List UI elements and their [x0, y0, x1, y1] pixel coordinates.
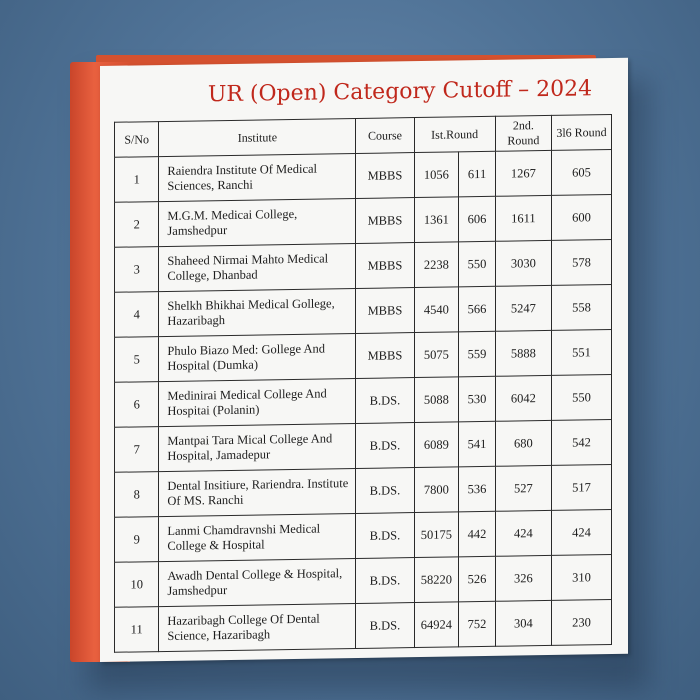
cell-round3: 424 [551, 509, 612, 556]
table-row: 3 Shaheed Nirmai Mahto Medical College, D… [114, 239, 612, 293]
cell-course: B.DS. [355, 512, 415, 559]
table-row: 6 Medinirai Medical College And Hospitai … [114, 374, 612, 428]
cell-round1-score: 611 [458, 151, 496, 197]
table-row: 4 Shelkh Bhikhai Medical Gollege, Hazarib… [114, 284, 612, 338]
cell-course: MBBS [355, 287, 415, 334]
cell-round2: 304 [495, 600, 552, 647]
header-round2: 2nd. Round [495, 115, 552, 152]
cell-institute: Awadh Dental College & Hospital, Jamshed… [158, 558, 356, 607]
cell-sno: 3 [114, 246, 159, 293]
cell-sno: 8 [114, 471, 159, 518]
cell-round1-rank: 6089 [414, 421, 459, 468]
cell-round3: 550 [551, 374, 612, 421]
cell-round1-score: 606 [458, 196, 496, 242]
page-title: UR (Open) Category Cutoff – 2024 [207, 76, 593, 108]
cell-round2: 326 [495, 555, 552, 602]
cell-round3: 605 [551, 149, 612, 196]
cell-institute: Raiendra Institute Of Medical Sciences, … [158, 153, 356, 202]
header-institute: Institute [158, 118, 356, 157]
cell-round3: 517 [551, 464, 612, 511]
cell-round1-rank: 1056 [414, 151, 459, 198]
cell-round3: 230 [551, 599, 612, 646]
table-body: 1 Raiendra Institute Of Medical Sciences,… [114, 149, 612, 653]
cell-sno: 1 [114, 156, 159, 203]
cell-round2: 527 [495, 465, 552, 512]
cell-course: B.DS. [355, 377, 415, 424]
document-page: UR (Open) Category Cutoff – 2024 S/No In… [100, 57, 628, 663]
table-row: 8 Dental Insitiure, Rariendra. Institute … [114, 464, 612, 518]
table-row: 10 Awadh Dental College & Hospital, Jamsh… [114, 554, 612, 608]
cell-round1-score: 550 [458, 241, 496, 287]
cell-round1-score: 559 [458, 331, 496, 377]
cell-round3: 600 [551, 194, 612, 241]
cell-round3: 551 [551, 329, 612, 376]
cell-round1-rank: 1361 [414, 196, 459, 243]
header-course: Course [355, 117, 415, 154]
cell-course: B.DS. [355, 422, 415, 469]
header-round1: Ist.Round [414, 116, 496, 153]
table-row: 1 Raiendra Institute Of Medical Sciences,… [114, 149, 612, 203]
cell-round3: 578 [551, 239, 612, 286]
cell-round1-score: 541 [458, 421, 496, 467]
cell-round2: 1611 [495, 195, 552, 242]
cell-sno: 4 [114, 291, 159, 338]
table-row: 2 M.G.M. Medicai College, Jamshedpur MBBS 1… [114, 194, 612, 248]
cell-course: B.DS. [355, 467, 415, 514]
cell-round1-rank: 5075 [414, 331, 459, 378]
cell-course: B.DS. [355, 602, 415, 649]
cell-sno: 11 [114, 606, 159, 653]
table-row: 7 Mantpai Tara Mical College And Hospital… [114, 419, 612, 473]
cell-institute: Lanmi Chamdravnshi Medical College & Hos… [158, 513, 356, 562]
cell-round2: 3030 [495, 240, 552, 287]
table-row: 9 Lanmi Chamdravnshi Medical College & Ho… [114, 509, 612, 563]
cell-sno: 6 [114, 381, 159, 428]
cell-sno: 2 [114, 201, 159, 248]
cell-course: MBBS [355, 197, 415, 244]
header-round3: 3l6 Round [551, 114, 612, 151]
cell-institute: M.G.M. Medicai College, Jamshedpur [158, 198, 356, 247]
cell-round2: 5888 [495, 330, 552, 377]
cell-round3: 310 [551, 554, 612, 601]
cell-institute: Shaheed Nirmai Mahto Medical College, Dh… [158, 243, 356, 292]
cell-institute: Mantpai Tara Mical College And Hospital,… [158, 423, 356, 472]
cell-round1-rank: 64924 [414, 601, 459, 648]
cell-round1-score: 752 [458, 601, 496, 647]
cell-round2: 424 [495, 510, 552, 557]
cell-institute: Hazaribagh College Of Dental Science, Ha… [158, 603, 356, 652]
cell-round1-score: 530 [458, 376, 496, 422]
cell-institute: Shelkh Bhikhai Medical Gollege, Hazariba… [158, 288, 356, 337]
cell-round1-score: 566 [458, 286, 496, 332]
cell-course: B.DS. [355, 557, 415, 604]
cell-round3: 542 [551, 419, 612, 466]
cell-round3: 558 [551, 284, 612, 331]
cell-institute: Dental Insitiure, Rariendra. Institute O… [158, 468, 356, 517]
cell-round2: 1267 [495, 150, 552, 197]
cell-round1-rank: 58220 [414, 556, 459, 603]
cell-round1-rank: 4540 [414, 286, 459, 333]
cell-sno: 7 [114, 426, 159, 473]
cell-sno: 9 [114, 516, 159, 563]
cell-round1-score: 526 [458, 556, 496, 602]
cell-course: MBBS [355, 152, 415, 199]
cell-institute: Medinirai Medical College And Hospitai (… [158, 378, 356, 427]
cell-round1-rank: 5088 [414, 376, 459, 423]
cell-round2: 6042 [495, 375, 552, 422]
header-sno: S/No [114, 121, 159, 158]
cell-round1-score: 442 [458, 511, 496, 557]
table-row: 5 Phulo Biazo Med: Gollege And Hospital (… [114, 329, 612, 383]
cell-institute: Phulo Biazo Med: Gollege And Hospital (D… [158, 333, 356, 382]
cell-round1-rank: 7800 [414, 466, 459, 513]
cell-course: MBBS [355, 242, 415, 289]
cell-round1-score: 536 [458, 466, 496, 512]
cell-round2: 5247 [495, 285, 552, 332]
cell-round1-rank: 2238 [414, 241, 459, 288]
cell-sno: 10 [114, 561, 159, 608]
cutoff-table: S/No Institute Course Ist.Round 2nd. Rou… [114, 114, 612, 653]
cell-round2: 680 [495, 420, 552, 467]
table-row: 11 Hazaribagh College Of Dental Science, … [114, 599, 612, 653]
cell-course: MBBS [355, 332, 415, 379]
cell-round1-rank: 50175 [414, 511, 459, 558]
cell-sno: 5 [114, 336, 159, 383]
